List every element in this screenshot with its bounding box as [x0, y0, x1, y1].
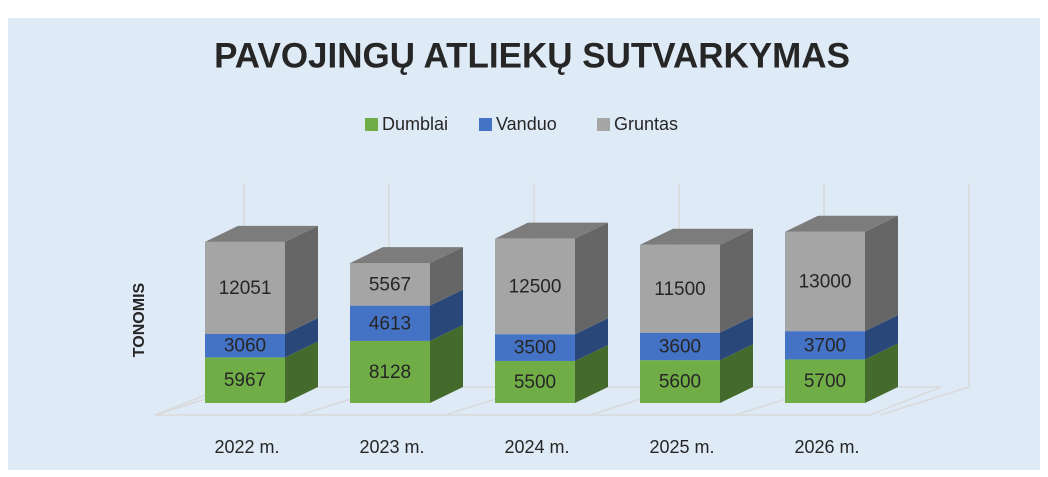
- data-label: 4613: [369, 313, 411, 334]
- bar-segment: [785, 215, 898, 332]
- bar-segment: [205, 225, 318, 335]
- bar-front: [350, 305, 430, 341]
- bar-front: [350, 263, 430, 306]
- data-label: 5967: [224, 370, 266, 391]
- data-label: 5600: [659, 372, 701, 393]
- bar-segment: [785, 315, 898, 360]
- bar-segment: [205, 341, 318, 403]
- bar-side: [430, 247, 463, 306]
- x-tick-label: 2023 m.: [359, 437, 424, 457]
- bar-segment: [205, 318, 318, 358]
- floor-divider: [879, 386, 970, 416]
- bar-side: [285, 318, 318, 358]
- bar-segment: [640, 344, 753, 403]
- bar-front: [640, 360, 720, 403]
- data-label: 5567: [369, 274, 411, 295]
- bar-top: [350, 247, 463, 264]
- bar-side: [865, 343, 898, 403]
- bar-side: [575, 222, 608, 335]
- bar-side: [285, 225, 318, 335]
- bar-segment: [495, 222, 608, 335]
- bar-front: [495, 360, 575, 403]
- bar-segment: [350, 247, 463, 306]
- bar-side: [575, 344, 608, 403]
- x-tick-label: 2024 m.: [504, 437, 569, 457]
- bar-side: [865, 215, 898, 332]
- bar-side: [575, 318, 608, 361]
- data-label: 3600: [659, 336, 701, 357]
- bar-front: [495, 334, 575, 361]
- data-label: 12051: [219, 278, 272, 299]
- bar-side: [720, 228, 753, 333]
- data-label: 3500: [514, 338, 556, 359]
- bar-top: [495, 222, 608, 239]
- bar-top: [785, 215, 898, 232]
- bar-side: [720, 316, 753, 361]
- bar-segment: [640, 228, 753, 333]
- bar-segment: [495, 344, 608, 403]
- bars: 2022 m. 5967 3060 12051 2023 m. 8128 4613 5567 2…: [205, 215, 898, 457]
- bar-front: [785, 231, 865, 332]
- bar-front: [785, 359, 865, 403]
- legend-swatch: [365, 118, 378, 131]
- data-label: 12500: [509, 276, 562, 297]
- legend-swatch: [597, 118, 610, 131]
- bar-front: [205, 241, 285, 335]
- data-label: 5700: [804, 371, 846, 392]
- bar-segment: [785, 343, 898, 403]
- bar-front: [205, 334, 285, 358]
- bar-segment: [350, 289, 463, 341]
- bar-top: [640, 228, 753, 245]
- bar-front: [350, 340, 430, 403]
- legend: Dumblai Vanduo Gruntas: [365, 114, 678, 134]
- data-label: 5500: [514, 372, 556, 393]
- legend-swatch: [479, 118, 492, 131]
- x-tick-label: 2026 m.: [794, 437, 859, 457]
- bar-side: [430, 289, 463, 341]
- bar-side: [865, 315, 898, 360]
- data-label: 3700: [804, 335, 846, 356]
- bar-top: [205, 225, 318, 242]
- legend-label: Dumblai: [382, 114, 448, 134]
- x-tick-label: 2022 m.: [214, 437, 279, 457]
- legend-label: Gruntas: [614, 114, 678, 134]
- bar-segment: [350, 324, 463, 403]
- bar-front: [205, 357, 285, 403]
- data-label: 13000: [799, 271, 852, 292]
- data-label: 3060: [224, 336, 266, 357]
- bar-segment: [640, 316, 753, 361]
- bar-side: [285, 341, 318, 403]
- bar-segment: [495, 318, 608, 361]
- bar-front: [640, 244, 720, 333]
- legend-label: Vanduo: [496, 114, 557, 134]
- bar-side: [720, 344, 753, 403]
- bar-front: [785, 331, 865, 360]
- bar-front: [495, 238, 575, 335]
- y-axis-label: TONOMIS: [131, 282, 148, 357]
- bar-side: [430, 324, 463, 403]
- floor: [154, 386, 942, 416]
- chart-title: PAVOJINGŲ ATLIEKŲ SUTVARKYMAS: [214, 36, 850, 75]
- data-label: 11500: [654, 279, 705, 300]
- bar-front: [640, 332, 720, 361]
- data-label: 8128: [369, 362, 411, 383]
- x-tick-label: 2025 m.: [649, 437, 714, 457]
